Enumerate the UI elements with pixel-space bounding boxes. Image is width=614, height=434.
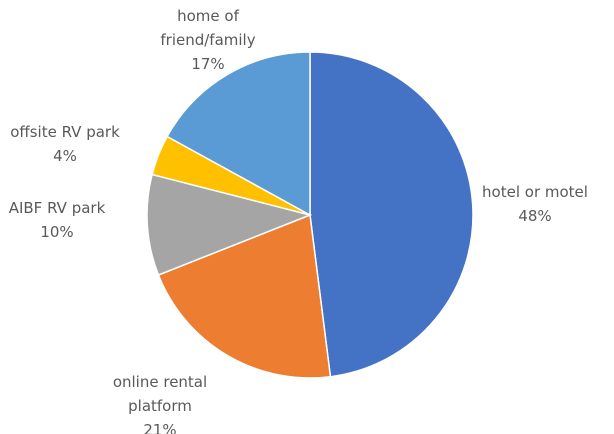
pie-slice <box>166 51 311 217</box>
value-label: 4% <box>53 147 77 165</box>
pie-slice <box>309 51 474 378</box>
slice-label: AIBF RV park 10% <box>0 196 132 244</box>
category-label: hotel or motel <box>482 183 588 201</box>
category-label: offsite RV park <box>10 123 120 141</box>
value-label: 21% <box>143 421 177 434</box>
slice-label-box: home of friend/family 17% <box>133 4 283 76</box>
category-label: home of friend/family <box>160 7 256 49</box>
slice-label: home of friend/family 17% <box>133 4 283 76</box>
value-label: 10% <box>40 223 74 241</box>
category-label: AIBF RV park <box>8 199 106 217</box>
slice-label-box: AIBF RV park 10% <box>0 196 132 244</box>
slice-label: online rental platform 21% <box>85 370 235 434</box>
value-label: 48% <box>518 207 552 225</box>
pie-slice <box>146 173 313 276</box>
slice-label: offsite RV park 4% <box>0 120 140 168</box>
value-label: 17% <box>191 55 225 73</box>
slice-label-box: offsite RV park 4% <box>0 120 140 168</box>
pie-slice <box>157 213 332 379</box>
slice-label-box: hotel or motel 48% <box>460 180 610 228</box>
slice-label-box: online rental platform 21% <box>85 370 235 434</box>
category-label: online rental platform <box>112 373 208 415</box>
slice-label: hotel or motel 48% <box>460 180 610 228</box>
